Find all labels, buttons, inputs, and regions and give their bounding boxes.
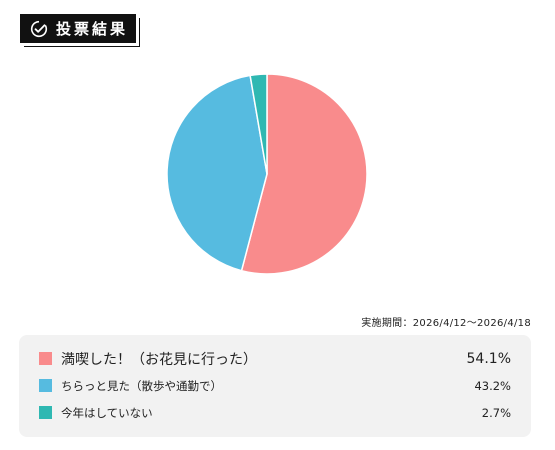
pie-slice [166,74,268,272]
legend-swatch [39,406,52,419]
result-header-badge: 投票結果 [20,14,136,43]
legend-percent: 43.2% [474,378,511,393]
page-title: 投票結果 [56,20,129,38]
legend-percent: 54.1% [466,350,511,367]
check-circle-icon [30,20,48,38]
legend-swatch [39,379,52,392]
legend-item: 今年はしていない 2.7% [39,399,511,426]
legend: 満喫した！（お花見に行った） 54.1% ちらっと見た（散歩や通勤で） 43.2… [19,335,531,437]
legend-swatch [39,352,52,365]
legend-label: 今年はしていない [61,405,153,420]
legend-label: ちらっと見た（散歩や通勤で） [61,378,222,393]
legend-percent: 2.7% [481,405,511,420]
legend-label: 満喫した！（お花見に行った） [61,351,257,368]
pie-slice [249,73,268,175]
pie-chart-svg [166,73,368,275]
pie-slice [240,73,368,275]
pie-chart [166,73,368,275]
legend-item: ちらっと見た（散歩や通勤で） 43.2% [39,372,511,399]
survey-period: 実施期間：2026/4/12～2026/4/18 [361,318,531,329]
legend-item: 満喫した！（お花見に行った） 54.1% [39,345,511,372]
